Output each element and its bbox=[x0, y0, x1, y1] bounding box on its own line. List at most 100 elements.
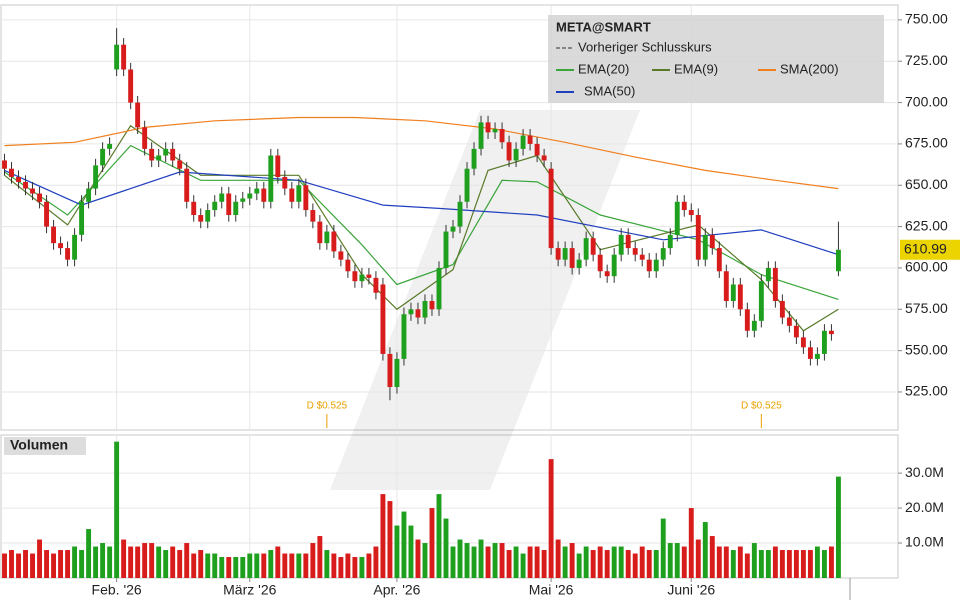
candle-body bbox=[716, 248, 722, 272]
volume-bar bbox=[639, 546, 645, 578]
volume-bar bbox=[135, 546, 141, 578]
legend-title: META@SMART bbox=[556, 19, 651, 34]
candle-body bbox=[51, 226, 57, 244]
volume-bar bbox=[240, 557, 246, 578]
candle-body bbox=[807, 347, 813, 359]
volume-bar bbox=[226, 557, 232, 578]
candle-body bbox=[415, 309, 421, 318]
candle-body bbox=[23, 181, 28, 189]
candle-body bbox=[835, 249, 841, 272]
volume-bar bbox=[373, 546, 379, 578]
candle-body bbox=[296, 185, 302, 202]
y-tick-label: 10.0M bbox=[905, 534, 944, 550]
y-tick-label: 700.00 bbox=[905, 93, 948, 109]
candle-body bbox=[730, 284, 736, 302]
candle-body bbox=[212, 201, 218, 211]
y-tick-label: 675.00 bbox=[905, 135, 948, 151]
x-tick-label: Feb. '26 bbox=[92, 582, 142, 598]
candles bbox=[2, 28, 841, 578]
candle-body bbox=[114, 44, 120, 70]
indicator-line bbox=[4, 124, 839, 332]
candle-body bbox=[44, 201, 50, 227]
candle-body bbox=[254, 188, 260, 194]
volume-bar bbox=[317, 536, 323, 578]
candle-body bbox=[632, 248, 638, 255]
candle-body bbox=[198, 215, 204, 222]
y-tick-label: 750.00 bbox=[905, 11, 948, 27]
candle-body bbox=[639, 254, 645, 260]
candle-body bbox=[72, 234, 78, 260]
volume-bar bbox=[170, 546, 176, 578]
volume-bar bbox=[646, 550, 652, 578]
candle-body bbox=[289, 188, 295, 202]
candle-body bbox=[737, 284, 743, 310]
candle-body bbox=[184, 168, 190, 202]
legend-label: EMA(9) bbox=[674, 61, 718, 76]
volume-bar bbox=[541, 550, 547, 578]
volume-bar bbox=[793, 550, 799, 578]
volume-bar bbox=[289, 553, 295, 578]
volume-bar bbox=[149, 543, 155, 578]
volume-bar bbox=[9, 550, 14, 578]
candle-body bbox=[2, 160, 7, 169]
candle-body bbox=[93, 165, 99, 189]
candle-body bbox=[86, 188, 92, 202]
volume-bar bbox=[324, 550, 330, 578]
candle-body bbox=[240, 198, 246, 202]
volume-bar bbox=[184, 543, 190, 578]
candle-body bbox=[506, 142, 512, 161]
volume-bar bbox=[800, 550, 806, 578]
volume-bar bbox=[443, 518, 449, 578]
candle-body bbox=[471, 148, 477, 169]
legend-label: EMA(20) bbox=[578, 61, 629, 76]
volume-bar bbox=[716, 546, 722, 578]
volume-bar bbox=[758, 550, 764, 578]
annotation: D $0.525 bbox=[307, 401, 348, 412]
volume-bar bbox=[310, 543, 316, 578]
volume-bar bbox=[688, 508, 694, 578]
volume-bar bbox=[422, 543, 428, 578]
volume-bar bbox=[254, 553, 260, 578]
volume-bar bbox=[730, 550, 736, 578]
volume-bar bbox=[576, 553, 582, 578]
volume-bar bbox=[604, 550, 610, 578]
volume-bar bbox=[415, 539, 421, 578]
volume-bar bbox=[779, 550, 785, 578]
legend-label: SMA(200) bbox=[780, 61, 839, 76]
candle-body bbox=[681, 201, 687, 211]
volume-bar bbox=[121, 539, 127, 578]
volume-bar bbox=[597, 546, 603, 578]
candle-body bbox=[744, 309, 750, 331]
volume-bar bbox=[737, 546, 743, 578]
volume-bar bbox=[520, 553, 526, 578]
volume-bar bbox=[30, 553, 35, 578]
candle-body bbox=[499, 129, 505, 143]
volume-bar bbox=[709, 536, 715, 578]
volume-bar bbox=[352, 557, 358, 578]
y-tick-label: 625.00 bbox=[905, 217, 948, 233]
volume-bar bbox=[653, 550, 659, 578]
candle-body bbox=[142, 127, 148, 149]
volume-title-box bbox=[4, 437, 86, 455]
volume-bar bbox=[492, 543, 498, 578]
volume-bar bbox=[562, 546, 568, 578]
y-tick-label: 575.00 bbox=[905, 300, 948, 316]
candle-body bbox=[583, 238, 589, 260]
volume-bar bbox=[303, 553, 309, 578]
candle-body bbox=[149, 148, 155, 161]
candle-body bbox=[373, 277, 379, 293]
candle-body bbox=[527, 135, 533, 144]
candle-body bbox=[541, 155, 547, 161]
indicator-line bbox=[4, 144, 839, 300]
volume-bar bbox=[429, 508, 435, 578]
price-panel bbox=[0, 4, 899, 431]
volume-bar bbox=[268, 550, 274, 578]
volume-bar bbox=[93, 546, 99, 578]
volume-bar bbox=[191, 553, 197, 578]
volume-bar bbox=[198, 550, 204, 578]
candle-body bbox=[800, 337, 806, 348]
y-tick-label: 20.0M bbox=[905, 499, 944, 515]
candle-body bbox=[338, 251, 344, 260]
candle-body bbox=[793, 325, 799, 338]
